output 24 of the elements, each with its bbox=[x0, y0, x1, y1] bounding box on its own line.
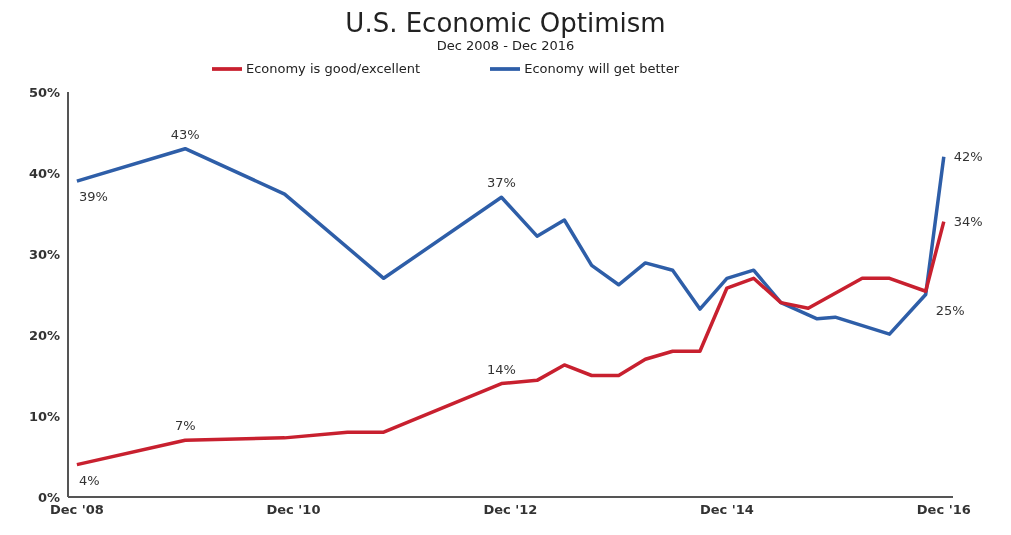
y-tick-label: 40% bbox=[28, 165, 60, 181]
x-tick-label: Dec '10 bbox=[266, 502, 321, 518]
y-tick-label: 30% bbox=[28, 246, 60, 262]
chart-subtitle: Dec 2008 - Dec 2016 bbox=[435, 38, 576, 54]
data-label: 39% bbox=[78, 189, 108, 205]
legend-label: Economy is good/excellent bbox=[245, 60, 421, 76]
data-label: 4% bbox=[78, 472, 100, 488]
x-tick-label: Dec '16 bbox=[916, 502, 971, 518]
data-label: 34% bbox=[953, 213, 983, 229]
chart-title: U.S. Economic Optimism bbox=[344, 8, 667, 38]
legend-label: Economy will get better bbox=[524, 60, 680, 76]
y-tick-label: 0% bbox=[37, 489, 60, 505]
y-tick-label: 20% bbox=[28, 327, 60, 343]
x-tick-label: Dec '14 bbox=[699, 502, 754, 518]
y-tick-label: 10% bbox=[28, 408, 60, 424]
data-label: 7% bbox=[174, 418, 196, 434]
data-label: 14% bbox=[487, 361, 516, 377]
x-tick-label: Dec '08 bbox=[49, 502, 104, 518]
data-label: 43% bbox=[170, 126, 200, 142]
data-label: 42% bbox=[953, 148, 983, 164]
data-label: 37% bbox=[487, 175, 516, 191]
data-label: 25% bbox=[935, 302, 965, 318]
x-tick-label: Dec '12 bbox=[483, 502, 538, 518]
y-tick-label: 50% bbox=[28, 84, 60, 100]
